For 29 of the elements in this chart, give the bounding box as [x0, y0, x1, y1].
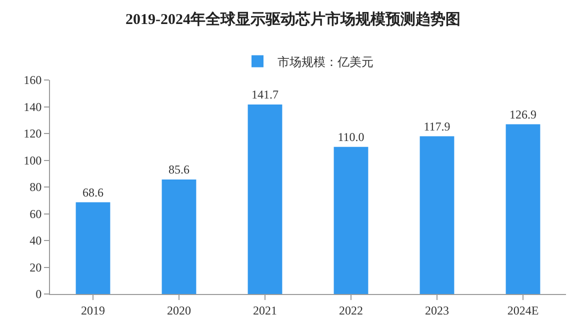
y-tick-label: 40 — [30, 234, 42, 248]
x-tick-label: 2020 — [167, 303, 191, 318]
x-tick-label: 2021 — [253, 303, 277, 318]
y-tick-label: 140 — [24, 100, 42, 114]
y-tick-label: 160 — [24, 73, 42, 88]
data-label: 141.7 — [252, 87, 278, 102]
data-label: 126.9 — [510, 107, 536, 122]
chart-title: 2019-2024年全球显示驱动芯片市场规模预测趋势图 — [126, 10, 460, 28]
y-tick-label: 60 — [30, 206, 42, 221]
y-tick-label: 0 — [36, 287, 42, 302]
y-tick-label: 80 — [30, 180, 42, 194]
data-label: 110.0 — [338, 130, 364, 144]
bar — [334, 146, 368, 294]
legend-label: 市场规模：亿美元 — [278, 54, 374, 69]
data-label: 68.6 — [82, 185, 104, 200]
bar — [248, 104, 282, 294]
bar — [506, 124, 540, 294]
y-tick-label: 100 — [24, 153, 42, 168]
x-tick-label: 2019 — [81, 303, 105, 318]
bar — [162, 180, 196, 294]
x-tick-label: 2022 — [339, 303, 363, 318]
data-label: 85.6 — [168, 162, 190, 177]
bar — [76, 202, 110, 294]
x-tick-label: 2023 — [425, 303, 449, 318]
bar — [420, 136, 454, 294]
y-tick-label: 20 — [30, 260, 42, 274]
y-tick-label: 120 — [24, 126, 42, 141]
data-label: 117.9 — [424, 119, 450, 134]
x-tick-label: 2024E — [507, 303, 539, 318]
